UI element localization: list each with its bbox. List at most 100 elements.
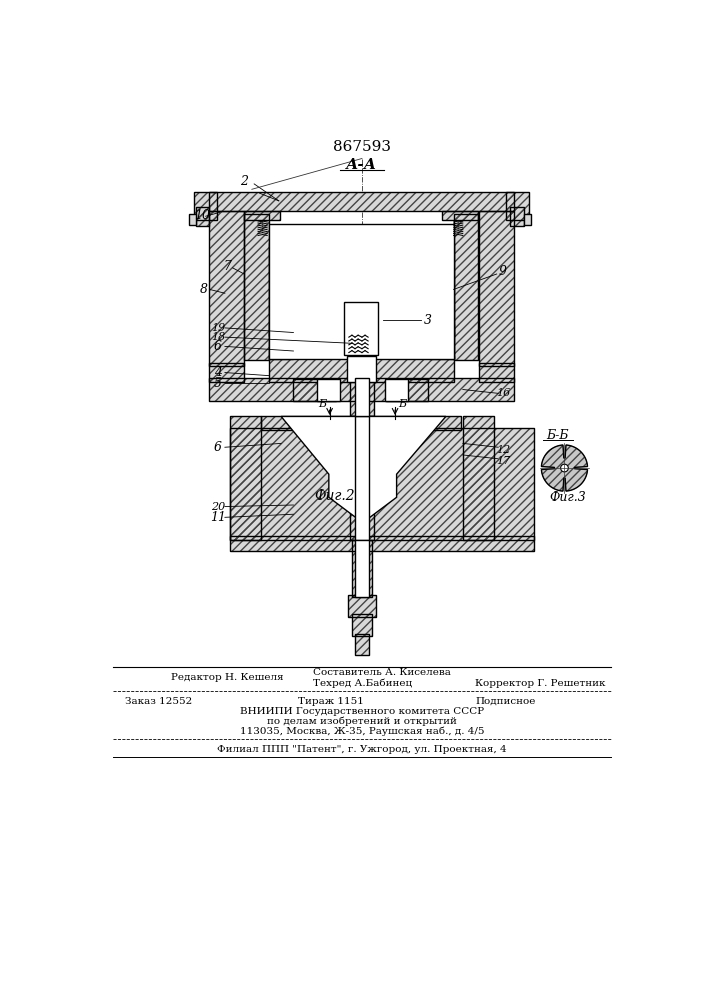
Bar bbox=[209, 192, 514, 211]
Bar bbox=[352, 614, 372, 636]
Bar bbox=[506, 192, 529, 220]
Text: 113035, Москва, Ж-35, Раушская наб., д. 4/5: 113035, Москва, Ж-35, Раушская наб., д. … bbox=[240, 727, 484, 736]
Bar bbox=[429, 243, 454, 336]
Bar bbox=[463, 416, 493, 540]
Text: Редактор Н. Кешеля: Редактор Н. Кешеля bbox=[171, 673, 284, 682]
Bar bbox=[463, 416, 493, 540]
Bar bbox=[339, 323, 383, 355]
Text: 5: 5 bbox=[214, 377, 222, 390]
Bar bbox=[479, 363, 514, 382]
Polygon shape bbox=[542, 445, 588, 491]
Text: 6: 6 bbox=[214, 441, 222, 454]
Bar bbox=[209, 363, 244, 382]
Bar bbox=[348, 595, 376, 617]
Text: Заказ 12552: Заказ 12552 bbox=[125, 697, 192, 706]
Bar bbox=[351, 416, 373, 540]
Bar bbox=[348, 595, 376, 617]
Text: Б: Б bbox=[319, 399, 327, 409]
Text: 4: 4 bbox=[214, 366, 222, 379]
Bar bbox=[442, 211, 478, 220]
Bar bbox=[386, 379, 428, 401]
Bar bbox=[346, 356, 376, 382]
Bar bbox=[317, 302, 406, 324]
Bar bbox=[209, 211, 244, 366]
Bar bbox=[429, 332, 454, 359]
Bar bbox=[386, 379, 428, 401]
Bar bbox=[479, 211, 514, 366]
Bar bbox=[269, 356, 454, 382]
Bar bbox=[194, 192, 217, 220]
Bar bbox=[429, 324, 454, 336]
Bar bbox=[209, 192, 514, 211]
Bar bbox=[479, 363, 514, 382]
Bar bbox=[429, 332, 454, 359]
Bar bbox=[479, 211, 514, 366]
Text: по делам изобретений и открытий: по делам изобретений и открытий bbox=[267, 717, 457, 726]
Bar bbox=[479, 211, 514, 366]
Bar bbox=[339, 323, 383, 355]
Bar bbox=[352, 540, 372, 597]
Bar bbox=[230, 416, 261, 540]
Bar bbox=[261, 416, 461, 430]
Text: 2: 2 bbox=[240, 175, 248, 188]
Bar bbox=[269, 324, 293, 336]
Bar bbox=[269, 332, 293, 359]
Text: Фиг.3: Фиг.3 bbox=[549, 491, 586, 504]
Text: 9: 9 bbox=[498, 265, 506, 278]
Text: 6: 6 bbox=[214, 340, 222, 353]
Bar bbox=[230, 428, 534, 540]
Bar bbox=[209, 211, 244, 366]
Bar bbox=[351, 416, 373, 540]
Bar bbox=[244, 214, 269, 360]
Bar bbox=[510, 207, 524, 226]
Text: 3: 3 bbox=[423, 314, 431, 327]
Bar bbox=[194, 192, 217, 220]
Bar bbox=[348, 595, 376, 617]
Bar bbox=[454, 214, 478, 360]
Text: 17: 17 bbox=[496, 456, 510, 466]
Bar bbox=[209, 211, 244, 366]
Bar bbox=[429, 332, 454, 359]
Bar bbox=[506, 192, 529, 220]
Bar bbox=[355, 634, 369, 655]
Text: Фиг.2: Фиг.2 bbox=[315, 489, 356, 503]
Bar bbox=[352, 540, 372, 597]
Circle shape bbox=[561, 464, 568, 472]
Bar bbox=[244, 214, 269, 360]
Text: 16: 16 bbox=[496, 388, 510, 398]
Bar bbox=[510, 207, 524, 226]
Bar bbox=[385, 379, 408, 401]
Bar bbox=[244, 214, 269, 360]
Bar bbox=[230, 536, 534, 551]
Bar bbox=[317, 302, 406, 324]
Bar bbox=[442, 211, 478, 220]
Polygon shape bbox=[281, 416, 446, 520]
Bar bbox=[194, 192, 217, 220]
Bar bbox=[442, 211, 478, 220]
Bar bbox=[524, 214, 530, 225]
Bar bbox=[230, 416, 261, 540]
Bar bbox=[429, 324, 454, 336]
Bar bbox=[510, 207, 524, 226]
Bar bbox=[355, 416, 369, 540]
Bar bbox=[196, 207, 209, 226]
Bar bbox=[269, 243, 293, 336]
Bar bbox=[463, 416, 493, 540]
Text: Б-Б: Б-Б bbox=[547, 429, 569, 442]
Bar bbox=[269, 224, 454, 359]
Bar bbox=[317, 379, 340, 401]
Bar bbox=[209, 363, 244, 382]
Bar bbox=[454, 214, 478, 360]
Text: Филиал ППП "Патент", г. Ужгород, ул. Проектная, 4: Филиал ППП "Патент", г. Ужгород, ул. Про… bbox=[217, 745, 507, 754]
Bar bbox=[344, 302, 378, 355]
Text: 8: 8 bbox=[200, 283, 208, 296]
Bar bbox=[209, 378, 514, 401]
Bar bbox=[351, 416, 373, 540]
Text: 10: 10 bbox=[194, 209, 210, 222]
Bar bbox=[230, 536, 534, 551]
Text: Техред А.Бабинец: Техред А.Бабинец bbox=[313, 679, 413, 688]
Bar bbox=[339, 323, 383, 355]
Bar bbox=[352, 614, 372, 636]
Bar bbox=[506, 192, 529, 220]
Bar bbox=[293, 379, 336, 401]
